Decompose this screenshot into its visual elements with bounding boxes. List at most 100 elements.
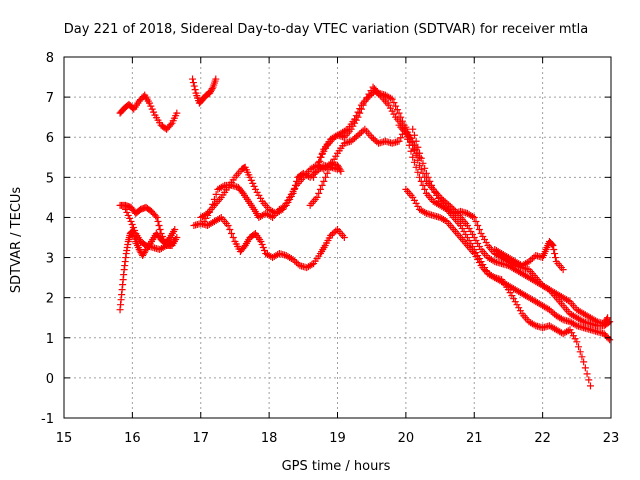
data-point bbox=[246, 173, 254, 181]
data-point bbox=[446, 202, 454, 210]
data-point bbox=[257, 238, 265, 246]
data-point bbox=[390, 110, 398, 118]
data-point bbox=[489, 273, 497, 281]
data-point bbox=[479, 261, 487, 269]
data-point bbox=[212, 190, 220, 198]
x-tick-label: 17 bbox=[192, 431, 209, 446]
x-axis-label: GPS time / hours bbox=[282, 459, 391, 474]
data-point bbox=[156, 225, 164, 233]
data-point bbox=[282, 201, 290, 209]
data-point bbox=[422, 169, 430, 177]
data-point bbox=[474, 252, 482, 260]
data-point bbox=[356, 130, 364, 138]
data-point bbox=[325, 165, 333, 173]
data-point bbox=[409, 125, 417, 133]
data-point bbox=[127, 217, 135, 225]
data-point bbox=[433, 191, 441, 199]
data-point bbox=[363, 94, 371, 102]
data-point bbox=[448, 204, 456, 212]
data-point bbox=[158, 232, 166, 240]
data-point bbox=[349, 136, 357, 144]
data-point bbox=[152, 212, 160, 220]
data-point bbox=[404, 132, 412, 140]
data-point bbox=[128, 220, 136, 228]
data-point bbox=[474, 240, 482, 248]
data-point bbox=[469, 230, 477, 238]
data-point bbox=[357, 128, 365, 136]
data-point bbox=[361, 97, 369, 105]
data-point bbox=[511, 298, 519, 306]
data-point bbox=[571, 321, 579, 329]
data-point bbox=[414, 168, 422, 176]
data-point bbox=[575, 343, 583, 351]
data-point bbox=[173, 109, 181, 117]
data-point bbox=[226, 225, 234, 233]
x-tick-label: 23 bbox=[603, 431, 620, 446]
data-point bbox=[318, 181, 326, 189]
data-point bbox=[354, 131, 362, 139]
series-track-a bbox=[116, 91, 181, 133]
data-point bbox=[205, 208, 213, 216]
data-point bbox=[292, 259, 300, 267]
data-point bbox=[316, 185, 324, 193]
data-point bbox=[434, 194, 442, 202]
data-point bbox=[397, 113, 405, 121]
data-point bbox=[140, 249, 148, 257]
data-point bbox=[506, 289, 514, 297]
data-point bbox=[606, 318, 614, 326]
data-point bbox=[204, 211, 212, 219]
data-point bbox=[585, 376, 593, 384]
data-point bbox=[463, 234, 471, 241]
data-point bbox=[251, 185, 259, 193]
data-point bbox=[365, 90, 373, 98]
y-tick-label: 2 bbox=[46, 292, 54, 307]
data-point bbox=[190, 82, 198, 90]
y-tick-label: 1 bbox=[46, 332, 54, 347]
data-point bbox=[224, 221, 232, 229]
data-point bbox=[578, 317, 586, 325]
y-tick-label: 0 bbox=[46, 372, 54, 387]
data-point bbox=[359, 101, 367, 109]
data-point bbox=[545, 306, 553, 314]
data-point bbox=[410, 146, 418, 154]
data-point bbox=[421, 164, 429, 172]
data-point bbox=[465, 224, 473, 232]
data-point bbox=[316, 157, 324, 165]
data-point bbox=[426, 177, 434, 185]
data-point bbox=[131, 226, 139, 234]
x-tick-label: 18 bbox=[261, 431, 278, 446]
data-point bbox=[405, 135, 413, 143]
data-point bbox=[139, 250, 147, 258]
data-point bbox=[525, 258, 533, 266]
series-track-b bbox=[189, 75, 220, 107]
data-point bbox=[240, 243, 248, 251]
data-point bbox=[569, 332, 577, 340]
data-point bbox=[368, 133, 376, 141]
data-point bbox=[576, 348, 584, 356]
data-point bbox=[395, 137, 403, 145]
data-point bbox=[580, 358, 588, 366]
data-point bbox=[209, 200, 217, 208]
data-point bbox=[462, 230, 470, 238]
data-point bbox=[551, 250, 559, 258]
data-point bbox=[421, 208, 429, 216]
data-point bbox=[291, 181, 299, 189]
data-point bbox=[257, 194, 265, 202]
data-point bbox=[388, 107, 396, 115]
series-track-f bbox=[190, 213, 348, 272]
data-point bbox=[573, 338, 581, 346]
data-point bbox=[310, 173, 318, 181]
data-point bbox=[412, 137, 420, 145]
data-point bbox=[318, 149, 326, 157]
data-point bbox=[173, 234, 181, 241]
data-point bbox=[467, 227, 475, 235]
data-point bbox=[357, 105, 365, 113]
data-point bbox=[238, 188, 246, 196]
data-point bbox=[457, 221, 465, 229]
data-point bbox=[229, 234, 237, 241]
data-point bbox=[308, 261, 316, 269]
data-point bbox=[513, 301, 521, 309]
data-point bbox=[550, 246, 558, 254]
data-point bbox=[313, 193, 321, 201]
